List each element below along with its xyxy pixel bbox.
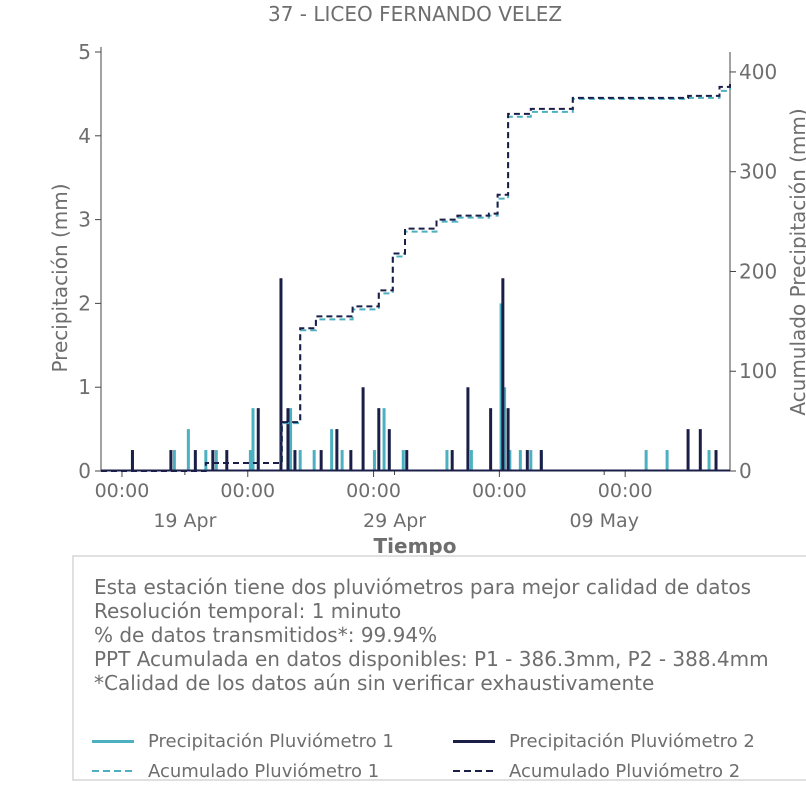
y-axis-right-label: Acumulado Precipitación (mm): [786, 108, 806, 415]
x-major-tick-label: 00:00: [598, 480, 653, 502]
legend-swatch: [92, 739, 134, 743]
info-line: Resolución temporal: 1 minuto: [94, 599, 402, 623]
x-minor-tick-label: 09 May: [569, 510, 639, 532]
y-right-tick-label: 200: [739, 259, 777, 283]
legend-item-acum-p1: Acumulado Pluviómetro 1: [92, 759, 379, 783]
y-left-tick-label: 4: [78, 124, 91, 148]
precipitation-chart: 37 - LICEO FERNANDO VELEZ 0 1 2 3 4 5 0 100 200 3…: [48, 2, 806, 558]
x-major-tick-label: 00:00: [472, 480, 527, 502]
legend-label: Precipitación Pluviómetro 2: [509, 730, 755, 752]
cumulative-series: [101, 82, 731, 472]
info-lines: Esta estación tiene dos pluviómetros par…: [94, 575, 769, 695]
y-left-tick-label: 5: [78, 40, 91, 64]
y-left-tick-label: 1: [78, 375, 91, 399]
legend-swatch: [453, 770, 495, 772]
legend-label: Acumulado Pluviómetro 1: [148, 760, 380, 782]
legend-item-p2: Precipitación Pluviómetro 2: [453, 729, 755, 753]
info-line: % de datos transmitidos*: 99.94%: [94, 623, 438, 647]
axes: 0 1 2 3 4 5 0 100 200 300 400 00:00 00:00 00:00 00:00 0…: [78, 40, 777, 532]
legend-label: Acumulado Pluviómetro 2: [509, 760, 741, 782]
cumulative-line-1: [101, 84, 731, 472]
x-minor-tick-label: 29 Apr: [363, 510, 426, 532]
x-major-tick-label: 00:00: [220, 480, 275, 502]
info-line: Esta estación tiene dos pluviómetros par…: [94, 575, 752, 599]
legend-item-acum-p2: Acumulado Pluviómetro 2: [453, 759, 740, 783]
y-right-tick-label: 100: [739, 359, 777, 383]
legend-swatch: [453, 739, 495, 743]
y-right-tick-label: 0: [739, 459, 752, 483]
y-axis-left-label: Precipitación (mm): [48, 183, 72, 372]
cumulative-line-2: [101, 82, 731, 472]
info-panel: Esta estación tiene dos pluviómetros par…: [72, 555, 806, 783]
legend-swatch: [92, 770, 134, 772]
y-left-tick-label: 2: [78, 291, 91, 315]
y-left-tick-label: 3: [78, 208, 91, 232]
x-major-tick-label: 00:00: [346, 480, 401, 502]
y-right-tick-label: 300: [739, 160, 777, 184]
chart-title: 37 - LICEO FERNANDO VELEZ: [268, 2, 562, 26]
info-line: *Calidad de los datos aún sin verificar …: [94, 671, 655, 695]
y-right-tick-label: 400: [739, 60, 777, 84]
legend-label: Precipitación Pluviómetro 1: [148, 730, 394, 752]
precipitation-series: [101, 278, 730, 472]
y-left-tick-label: 0: [78, 459, 91, 483]
info-line: PPT Acumulada en datos disponibles: P1 -…: [94, 647, 769, 671]
x-major-tick-label: 00:00: [95, 480, 150, 502]
x-axis-label: Tiempo: [374, 534, 457, 558]
x-minor-tick-label: 19 Apr: [153, 510, 216, 532]
legend-item-p1: Precipitación Pluviómetro 1: [92, 729, 394, 753]
